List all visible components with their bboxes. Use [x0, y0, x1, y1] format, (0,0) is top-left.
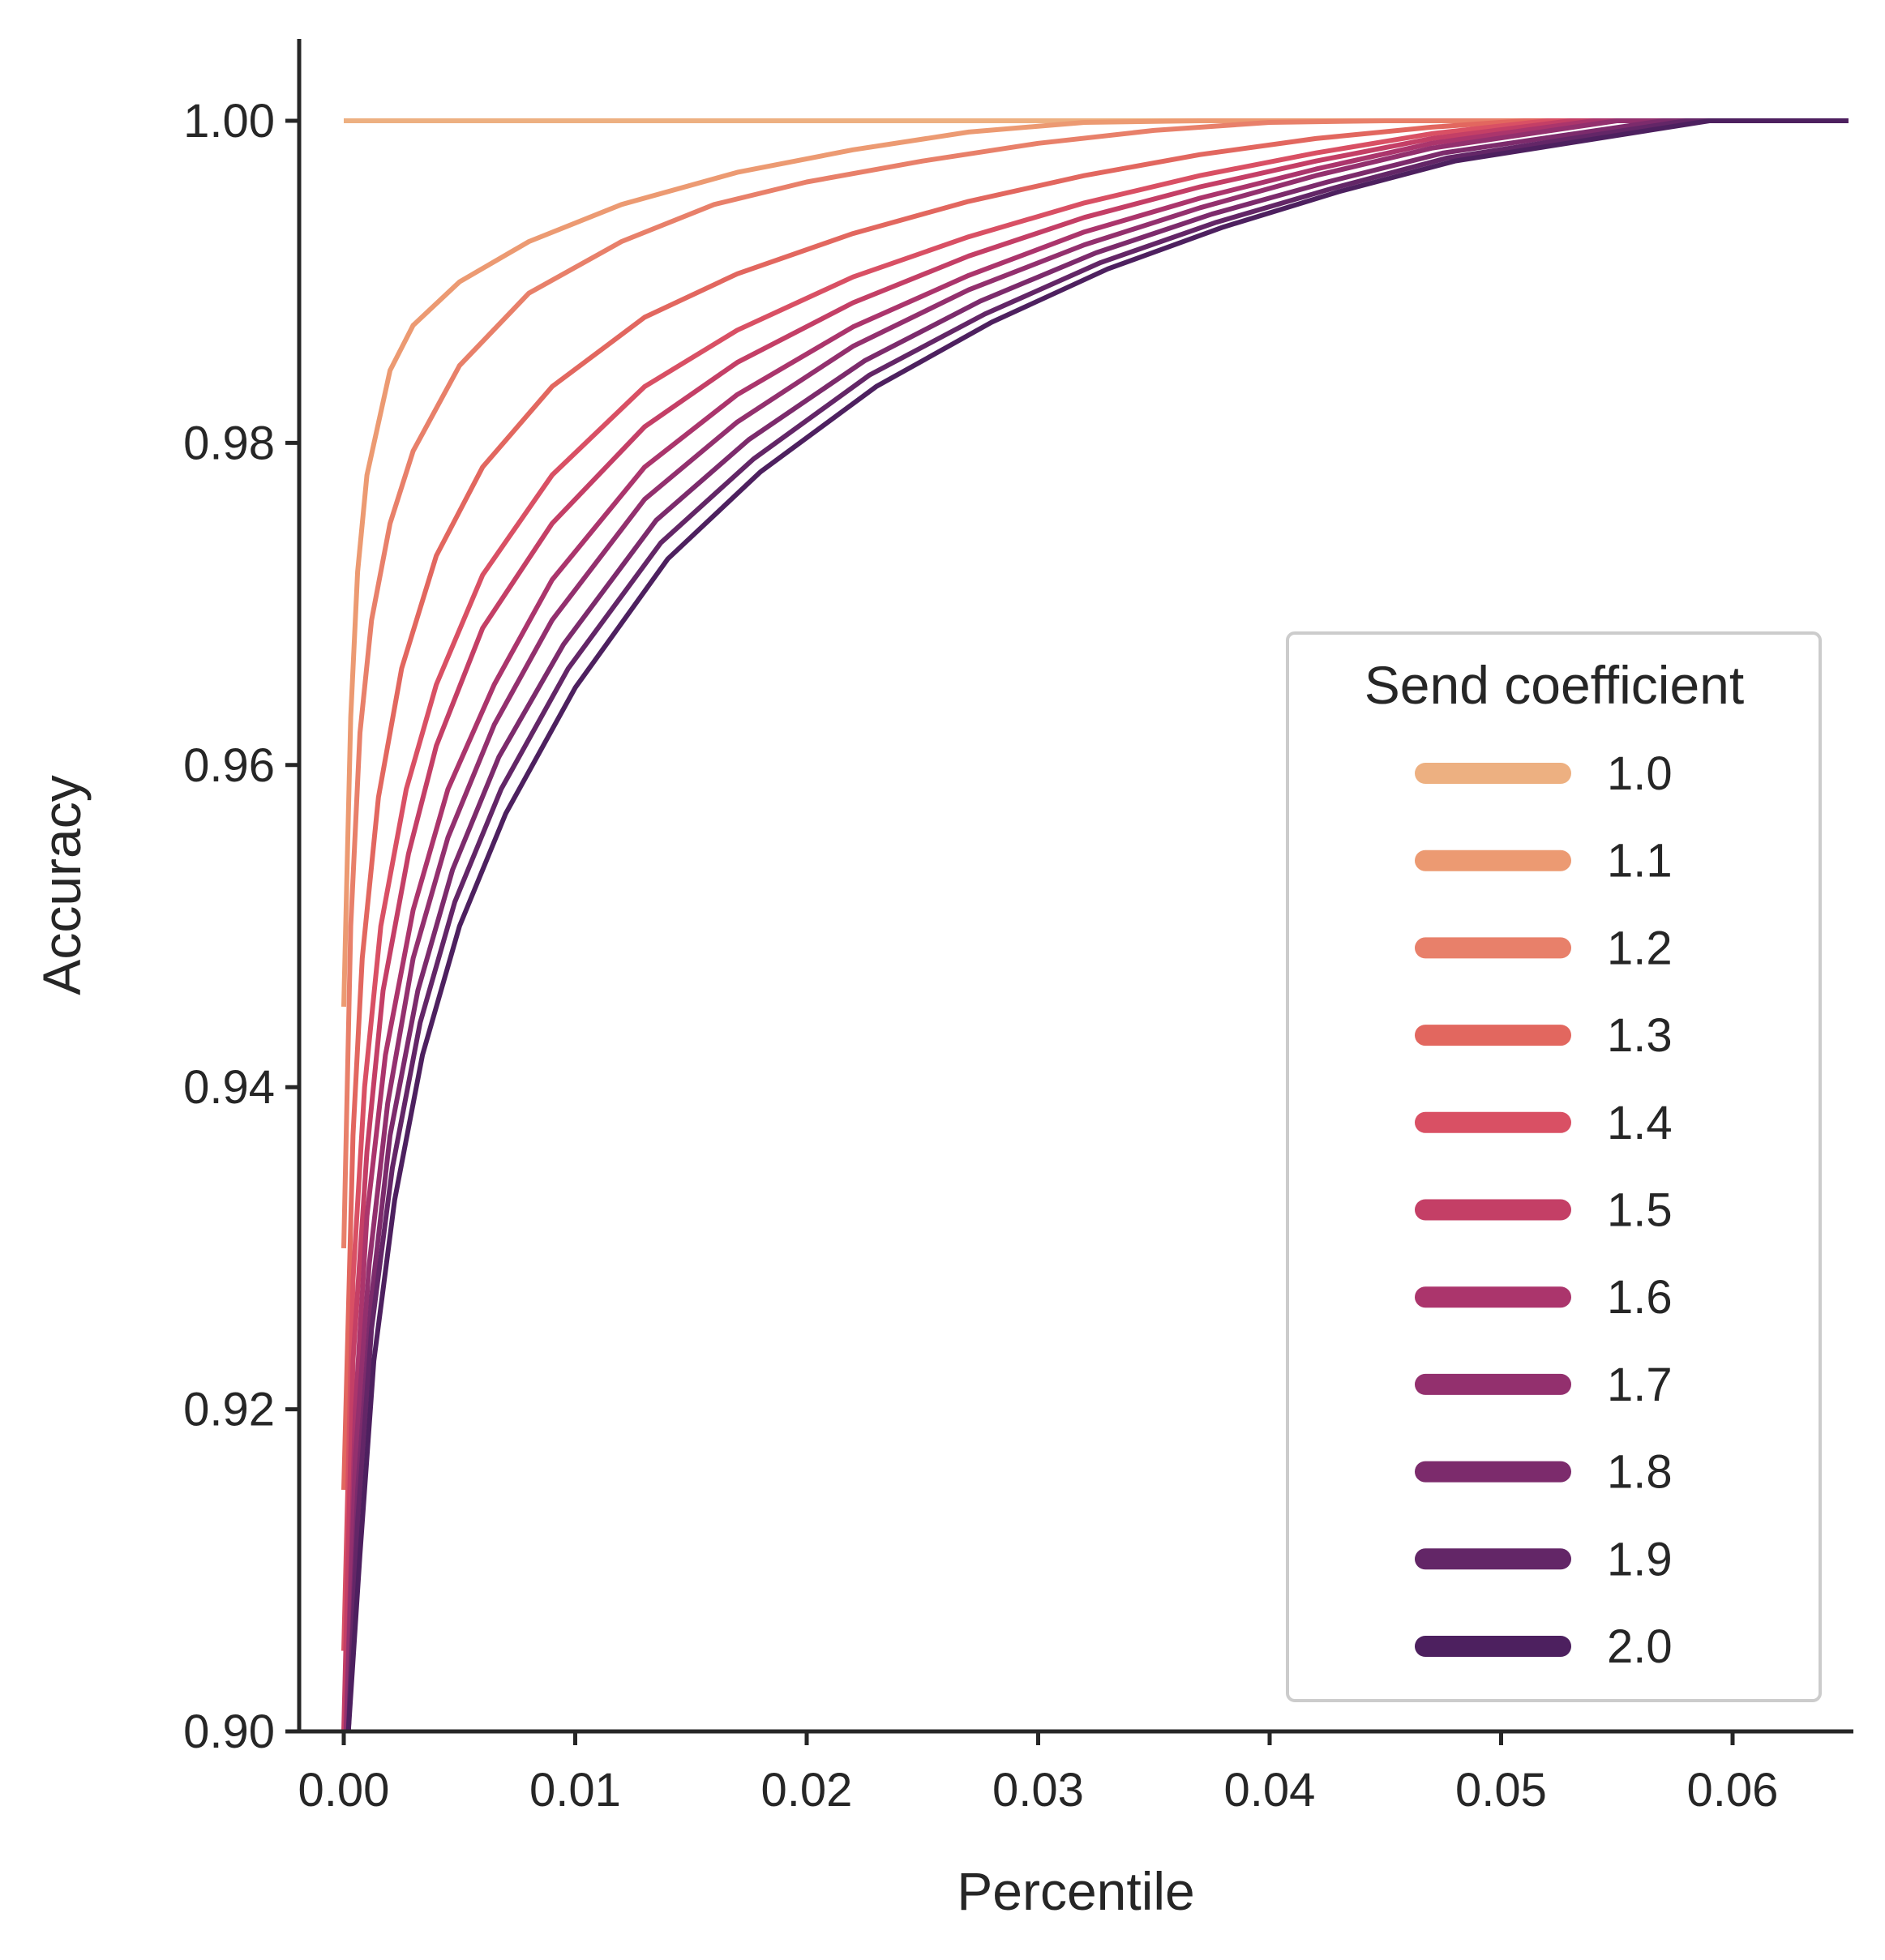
axes [297, 39, 1853, 1734]
series-layer [341, 118, 1849, 1732]
y-ticks: 0.90 0.92 0.94 0.96 0.98 1.00 [183, 95, 299, 1758]
series-line-1.1 [341, 118, 1849, 1007]
legend-label-1.2: 1.2 [1607, 922, 1673, 974]
y-tick-label: 0.94 [183, 1061, 275, 1114]
x-ticks: 0.00 0.01 0.02 0.03 0.04 0.05 0.06 [298, 1731, 1779, 1817]
legend-label-1.7: 1.7 [1607, 1359, 1673, 1411]
y-tick-label: 1.00 [183, 95, 275, 148]
legend-label-1.8: 1.8 [1607, 1446, 1673, 1499]
legend-label-2.0: 2.0 [1607, 1620, 1673, 1673]
series-line-1.9 [345, 118, 1849, 1732]
legend-label-1.3: 1.3 [1607, 1009, 1673, 1062]
series-line-1.2 [341, 118, 1849, 1248]
x-tick-label: 0.02 [761, 1764, 853, 1817]
legend: Send coefficient 1.0 1.1 1.2 1.3 1.4 1.5 1.6 1.… [1286, 631, 1822, 1702]
legend-frame [1286, 631, 1822, 1702]
legend-label-1.9: 1.9 [1607, 1533, 1673, 1586]
series-line-1.4 [341, 118, 1849, 1651]
x-tick-label: 0.00 [298, 1764, 390, 1817]
legend-label-1.4: 1.4 [1607, 1097, 1673, 1149]
legend-label-1.6: 1.6 [1607, 1271, 1673, 1324]
x-tick-label: 0.06 [1687, 1764, 1779, 1817]
x-tick-label: 0.01 [529, 1764, 621, 1817]
series-line-1.7 [343, 118, 1849, 1732]
y-tick-label: 0.96 [183, 739, 275, 792]
series-line-1.5 [341, 118, 1849, 1732]
x-tick-label: 0.04 [1224, 1764, 1316, 1817]
y-tick-label: 0.90 [183, 1705, 275, 1758]
series-line-1.8 [345, 118, 1849, 1732]
legend-label-1.1: 1.1 [1607, 835, 1673, 888]
y-tick-label: 0.92 [183, 1384, 275, 1436]
series-line-1.3 [341, 118, 1849, 1490]
x-axis-label: Percentile [957, 1861, 1195, 1921]
y-axis-label: Accuracy [32, 775, 92, 995]
x-tick-label: 0.03 [992, 1764, 1084, 1817]
legend-label-1.5: 1.5 [1607, 1184, 1673, 1237]
series-line-1.6 [343, 118, 1849, 1732]
series-line-2.0 [345, 118, 1849, 1732]
legend-label-1.0: 1.0 [1607, 747, 1673, 800]
x-tick-label: 0.05 [1455, 1764, 1547, 1817]
legend-title: Send coefficient [1364, 655, 1744, 715]
y-tick-label: 0.98 [183, 417, 275, 469]
